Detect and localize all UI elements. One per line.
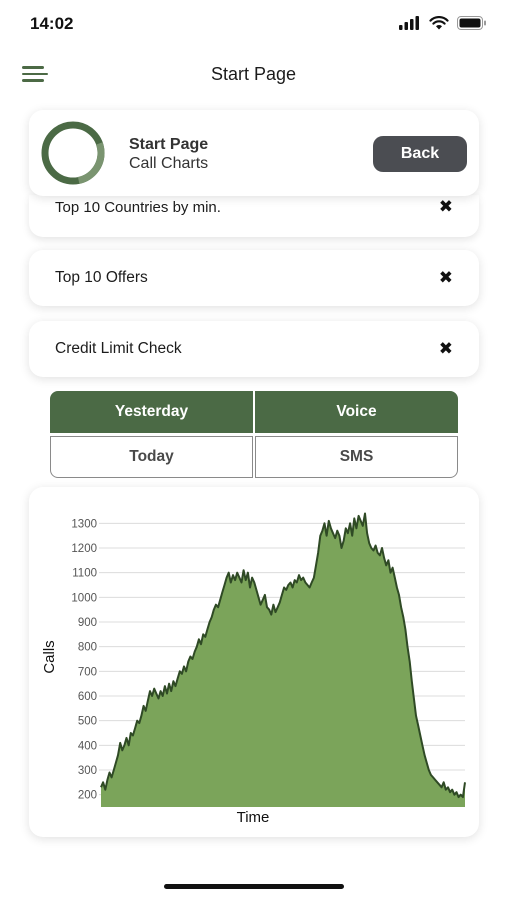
chart-series <box>100 512 466 807</box>
header-subtitle: Call Charts <box>129 155 209 172</box>
y-tick-label: 1200 <box>71 543 97 555</box>
calls-area-chart: 200 300 400 500 600 700 800 900 1000 1100 1200 1300… <box>41 512 466 826</box>
segment-sms[interactable]: SMS <box>255 436 458 478</box>
nav-bar: Start Page <box>0 52 507 96</box>
close-icon[interactable]: ✖ <box>438 197 453 216</box>
list-item-credit-limit[interactable]: Credit Limit Check ✖ <box>29 321 479 377</box>
x-axis-label: Time <box>237 809 270 826</box>
cellular-signal-icon <box>399 16 419 30</box>
calls-area <box>101 513 465 807</box>
progress-ring-icon <box>41 121 105 185</box>
wifi-icon <box>429 16 449 30</box>
home-indicator <box>164 884 344 889</box>
list-item-label: Top 10 Countries by min. <box>55 199 221 216</box>
close-icon[interactable]: ✖ <box>438 339 453 358</box>
back-button[interactable]: Back <box>373 136 467 172</box>
chart-card: 200 300 400 500 600 700 800 900 1000 1100 1200 1300… <box>29 487 479 837</box>
y-tick-label: 500 <box>78 716 97 728</box>
y-tick-label: 1300 <box>71 518 97 530</box>
segment-today[interactable]: Today <box>50 436 253 478</box>
y-tick-label: 900 <box>78 617 97 629</box>
header-card: Start Page Call Charts Back <box>29 110 479 196</box>
status-time: 14:02 <box>30 14 74 33</box>
battery-icon <box>457 16 486 30</box>
y-tick-label: 400 <box>78 740 97 752</box>
list-item-top-offers[interactable]: Top 10 Offers ✖ <box>29 250 479 306</box>
y-tick-label: 300 <box>78 765 97 777</box>
y-tick-label: 700 <box>78 666 97 678</box>
header-title: Start Page <box>129 136 209 153</box>
y-axis-label: Calls <box>41 640 58 673</box>
segment-voice[interactable]: Voice <box>255 391 458 433</box>
list-item-top-countries[interactable]: Top 10 Countries by min. ✖ <box>29 195 479 237</box>
status-icons <box>399 16 487 30</box>
segment-yesterday[interactable]: Yesterday <box>50 391 253 433</box>
calls-line <box>100 512 466 799</box>
y-tick-label: 800 <box>78 642 97 654</box>
list-item-label: Top 10 Offers <box>55 269 148 286</box>
y-axis-ticks: 200 300 400 500 600 700 800 900 1000 1100 1200 1300 <box>71 518 97 801</box>
y-tick-label: 1100 <box>72 568 97 580</box>
y-tick-label: 1000 <box>71 592 97 604</box>
y-tick-label: 600 <box>78 691 97 703</box>
menu-icon[interactable] <box>22 64 50 84</box>
y-tick-label: 200 <box>78 790 97 802</box>
list-item-label: Credit Limit Check <box>55 340 182 357</box>
status-bar: 14:02 <box>0 0 507 50</box>
nav-title: Start Page <box>210 64 297 84</box>
close-icon[interactable]: ✖ <box>438 268 453 287</box>
